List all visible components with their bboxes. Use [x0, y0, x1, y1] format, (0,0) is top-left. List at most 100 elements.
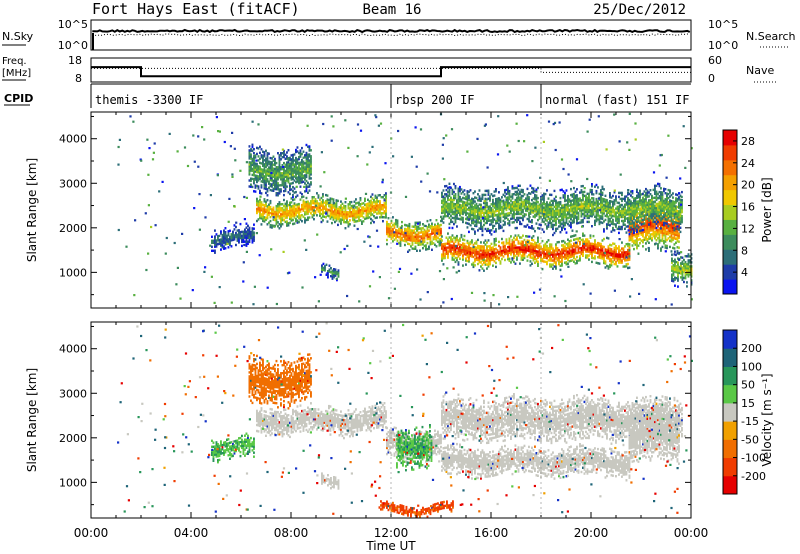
echo-cell — [262, 174, 264, 178]
echo-cell — [337, 209, 339, 213]
echo-cell — [528, 245, 530, 249]
echo-cell — [646, 239, 649, 243]
echo-cell — [525, 225, 527, 228]
echo-cell — [448, 206, 451, 210]
echo-cell — [429, 227, 432, 230]
echo-cell — [486, 253, 488, 256]
echo-cell — [395, 221, 397, 224]
echo-cell — [622, 209, 625, 213]
echo-cell — [422, 231, 424, 234]
echo-cell — [447, 186, 449, 190]
echo-cell — [442, 211, 445, 214]
echo-cell — [661, 191, 664, 194]
echo-cell — [615, 251, 617, 254]
echo-cell — [549, 245, 551, 248]
echo-cell — [628, 246, 631, 249]
echo-cell — [349, 213, 351, 216]
echo-cell — [260, 205, 263, 208]
echo-cell — [462, 248, 464, 251]
echo-cell — [564, 223, 566, 227]
echo-cell — [286, 171, 288, 174]
echo-cell — [640, 221, 643, 224]
echo-cell — [661, 229, 664, 233]
echo-cell — [456, 252, 458, 256]
echo-cell — [444, 242, 446, 246]
echo-cell — [250, 163, 252, 166]
echo-cell — [585, 202, 587, 206]
echo-cell — [483, 253, 485, 256]
echo-cell — [583, 206, 586, 210]
echo-cell — [380, 208, 383, 211]
echo-cell — [585, 214, 587, 218]
echo-cell — [260, 203, 263, 206]
echo-cell — [604, 260, 607, 263]
echo-cell — [340, 200, 342, 203]
echo-cell — [528, 241, 530, 245]
echo-cell — [361, 208, 363, 211]
echo-cell — [574, 214, 577, 217]
echo-cell — [332, 210, 335, 213]
echo-cell — [307, 210, 309, 213]
echo-cell — [583, 248, 586, 251]
echo-cell — [490, 209, 493, 212]
echo-cell — [571, 251, 574, 254]
echo-cell — [669, 207, 671, 210]
echo-cell — [630, 206, 632, 209]
echo-cell — [679, 222, 682, 225]
echo-cell — [556, 207, 559, 210]
echo-cell — [272, 208, 275, 211]
echo-cell — [432, 242, 435, 245]
echo-cell — [550, 247, 553, 250]
echo-cell — [468, 254, 470, 257]
echo-cell — [296, 215, 299, 218]
echo-cell — [582, 234, 584, 237]
echo-cell — [526, 255, 529, 258]
echo-cell — [278, 192, 281, 195]
freq-label-line1: Freq. — [2, 56, 27, 67]
echo-cell — [423, 224, 426, 227]
echo-cell — [468, 248, 470, 251]
echo-cell — [633, 207, 635, 210]
echo-cell — [588, 194, 590, 198]
echo-cell — [649, 209, 652, 212]
echo-cell — [615, 249, 617, 252]
echo-cell — [517, 208, 520, 212]
echo-cell — [558, 260, 560, 264]
echo-cell — [329, 201, 332, 204]
echo-cell — [625, 255, 628, 258]
echo-cell — [547, 217, 550, 220]
echo-cell — [559, 209, 562, 212]
echo-cell — [513, 221, 515, 224]
echo-cell — [549, 193, 551, 196]
echo-cell — [621, 207, 623, 211]
echo-cell — [510, 205, 512, 208]
echo-cell — [582, 244, 584, 247]
echo-cell — [432, 232, 435, 235]
echo-cell — [613, 209, 616, 212]
echo-cell — [616, 221, 619, 224]
echo-cell — [676, 252, 679, 255]
echo-cell — [589, 236, 592, 239]
echo-cell — [555, 221, 557, 225]
echo-cell — [374, 194, 377, 197]
echo-cell — [358, 219, 360, 222]
echo-cell — [654, 200, 656, 203]
echo-cell — [383, 216, 386, 219]
echo-cell — [472, 261, 475, 265]
echo-cell — [654, 184, 656, 187]
echo-cell — [411, 243, 414, 246]
echo-cell — [480, 199, 482, 202]
echo-cell — [630, 232, 632, 236]
echo-cell — [610, 214, 613, 217]
echo-cell — [480, 211, 482, 214]
echo-cell — [547, 223, 550, 226]
echo-cell — [654, 208, 656, 212]
echo-cell — [502, 243, 505, 246]
echo-cell — [466, 259, 469, 263]
echo-cell — [598, 218, 601, 222]
echo-cell — [248, 157, 251, 160]
echo-cell — [344, 213, 347, 216]
echo-cell — [286, 161, 288, 164]
echo-cell — [519, 246, 521, 249]
echo-cell — [535, 244, 538, 247]
